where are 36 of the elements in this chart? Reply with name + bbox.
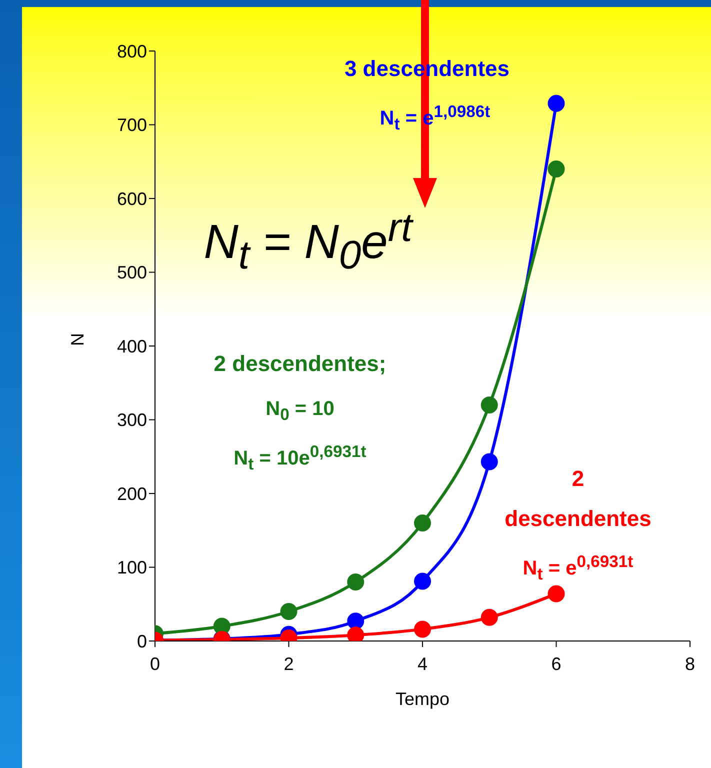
point — [213, 618, 230, 635]
x-tick-label: 0 — [150, 654, 160, 674]
y-tick-label: 800 — [116, 41, 147, 62]
point — [347, 626, 364, 641]
point — [480, 608, 498, 626]
x-tick-label: 8 — [684, 654, 696, 674]
point — [414, 572, 431, 590]
annotation: N$_{t}$ = N$_{0}$e$^{rt}$ — [204, 206, 412, 278]
point — [347, 574, 364, 590]
annotation: N$_{t}$ = e$^{0,6931t}$ — [522, 552, 634, 585]
point — [347, 612, 364, 630]
point — [414, 620, 431, 638]
y-tick-label: 600 — [116, 188, 147, 209]
y-tick-label: 700 — [116, 115, 147, 136]
point — [548, 585, 565, 602]
point — [480, 453, 498, 470]
y-tick-label: 300 — [116, 410, 147, 430]
point — [280, 603, 298, 620]
x-axis-title: Tempo — [395, 689, 450, 709]
y-tick-label: 500 — [116, 262, 147, 283]
y-tick-label: 400 — [116, 336, 147, 356]
y-axis-title: N — [67, 333, 88, 346]
y-tick-label: 100 — [116, 558, 147, 578]
annotation: N$_{0}$ = 10 — [266, 398, 334, 424]
x-tick-label: 6 — [551, 654, 562, 674]
point — [480, 396, 498, 414]
point — [414, 514, 431, 532]
x-tick-label: 4 — [417, 654, 428, 674]
point — [548, 160, 565, 178]
text: 2 descendentes; — [214, 350, 386, 376]
text: 2 descendentes — [504, 466, 652, 532]
y-tick-label: 200 — [116, 484, 147, 504]
point — [548, 94, 565, 112]
y-tick-label: 0 — [136, 631, 147, 652]
annotation: N$_{t}$ = 10e$^{0,6931t}$ — [232, 442, 368, 475]
x-tick-label: 2 — [284, 654, 294, 674]
